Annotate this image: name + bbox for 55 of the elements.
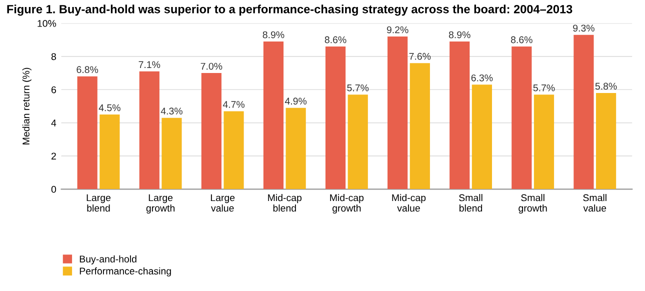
x-tick-label: Large blend bbox=[86, 194, 111, 212]
x-tick-label: Small blend bbox=[459, 194, 482, 212]
bar bbox=[534, 94, 554, 190]
bar bbox=[450, 42, 470, 190]
x-tick-label: Mid-cap value bbox=[392, 194, 426, 212]
bar bbox=[348, 94, 368, 190]
x-tick-label: Mid-cap growth bbox=[330, 194, 364, 214]
bar bbox=[325, 46, 346, 190]
bar bbox=[410, 63, 430, 190]
data-label: 4.5% bbox=[98, 104, 120, 112]
data-label: 7.1% bbox=[138, 61, 160, 68]
data-label: 8.6% bbox=[324, 36, 346, 44]
bar bbox=[139, 71, 160, 190]
data-label: 8.9% bbox=[448, 31, 470, 38]
data-label: 6.8% bbox=[76, 66, 98, 74]
x-tick-label: Mid-cap blend bbox=[268, 194, 302, 212]
bar bbox=[388, 36, 408, 190]
data-label: 4.7% bbox=[222, 101, 244, 108]
data-label: 8.9% bbox=[262, 31, 284, 38]
data-label: 7.0% bbox=[200, 62, 222, 70]
data-label: 5.8% bbox=[595, 82, 617, 90]
bar bbox=[224, 111, 244, 190]
bar bbox=[201, 73, 222, 190]
y-tick-label: 0 bbox=[51, 186, 56, 193]
bar bbox=[596, 92, 616, 190]
bar bbox=[162, 118, 182, 190]
bar bbox=[286, 108, 306, 190]
bar bbox=[512, 46, 532, 190]
bar bbox=[100, 114, 120, 190]
legend-label: Performance-chasing bbox=[80, 267, 171, 276]
y-tick-label: 2 bbox=[51, 152, 56, 160]
data-label: 8.6% bbox=[511, 36, 532, 44]
bar bbox=[472, 84, 492, 190]
x-tick-label: Small value bbox=[583, 194, 606, 212]
y-tick-label: 8 bbox=[51, 53, 56, 60]
y-tick-label: 10% bbox=[38, 20, 56, 27]
data-label: 4.9% bbox=[284, 98, 307, 105]
legend-label: Buy-and-hold bbox=[80, 255, 136, 264]
data-label: 4.3% bbox=[160, 108, 182, 115]
bar bbox=[574, 34, 594, 190]
bar bbox=[77, 76, 98, 190]
x-tick-label: Large growth bbox=[146, 194, 175, 214]
chart-title: Figure 1. Buy-and-hold was superior to a performance-chasing strategy across the board: 2004–2013 bbox=[7, 4, 572, 16]
data-label: 9.2% bbox=[386, 26, 408, 34]
data-label: 9.3% bbox=[573, 24, 594, 32]
data-label: 5.7% bbox=[533, 84, 555, 92]
bar bbox=[263, 42, 284, 190]
x-tick-label: Small growth bbox=[518, 194, 547, 214]
data-label: 7.6% bbox=[409, 52, 431, 60]
data-label: 5.7% bbox=[347, 84, 369, 92]
x-tick-label: Large value bbox=[210, 194, 235, 212]
data-label: 6.3% bbox=[471, 74, 493, 82]
y-tick-label: 6 bbox=[52, 86, 56, 94]
y-axis-title: Median return (%) bbox=[22, 68, 32, 144]
y-tick-label: 4 bbox=[51, 120, 56, 126]
